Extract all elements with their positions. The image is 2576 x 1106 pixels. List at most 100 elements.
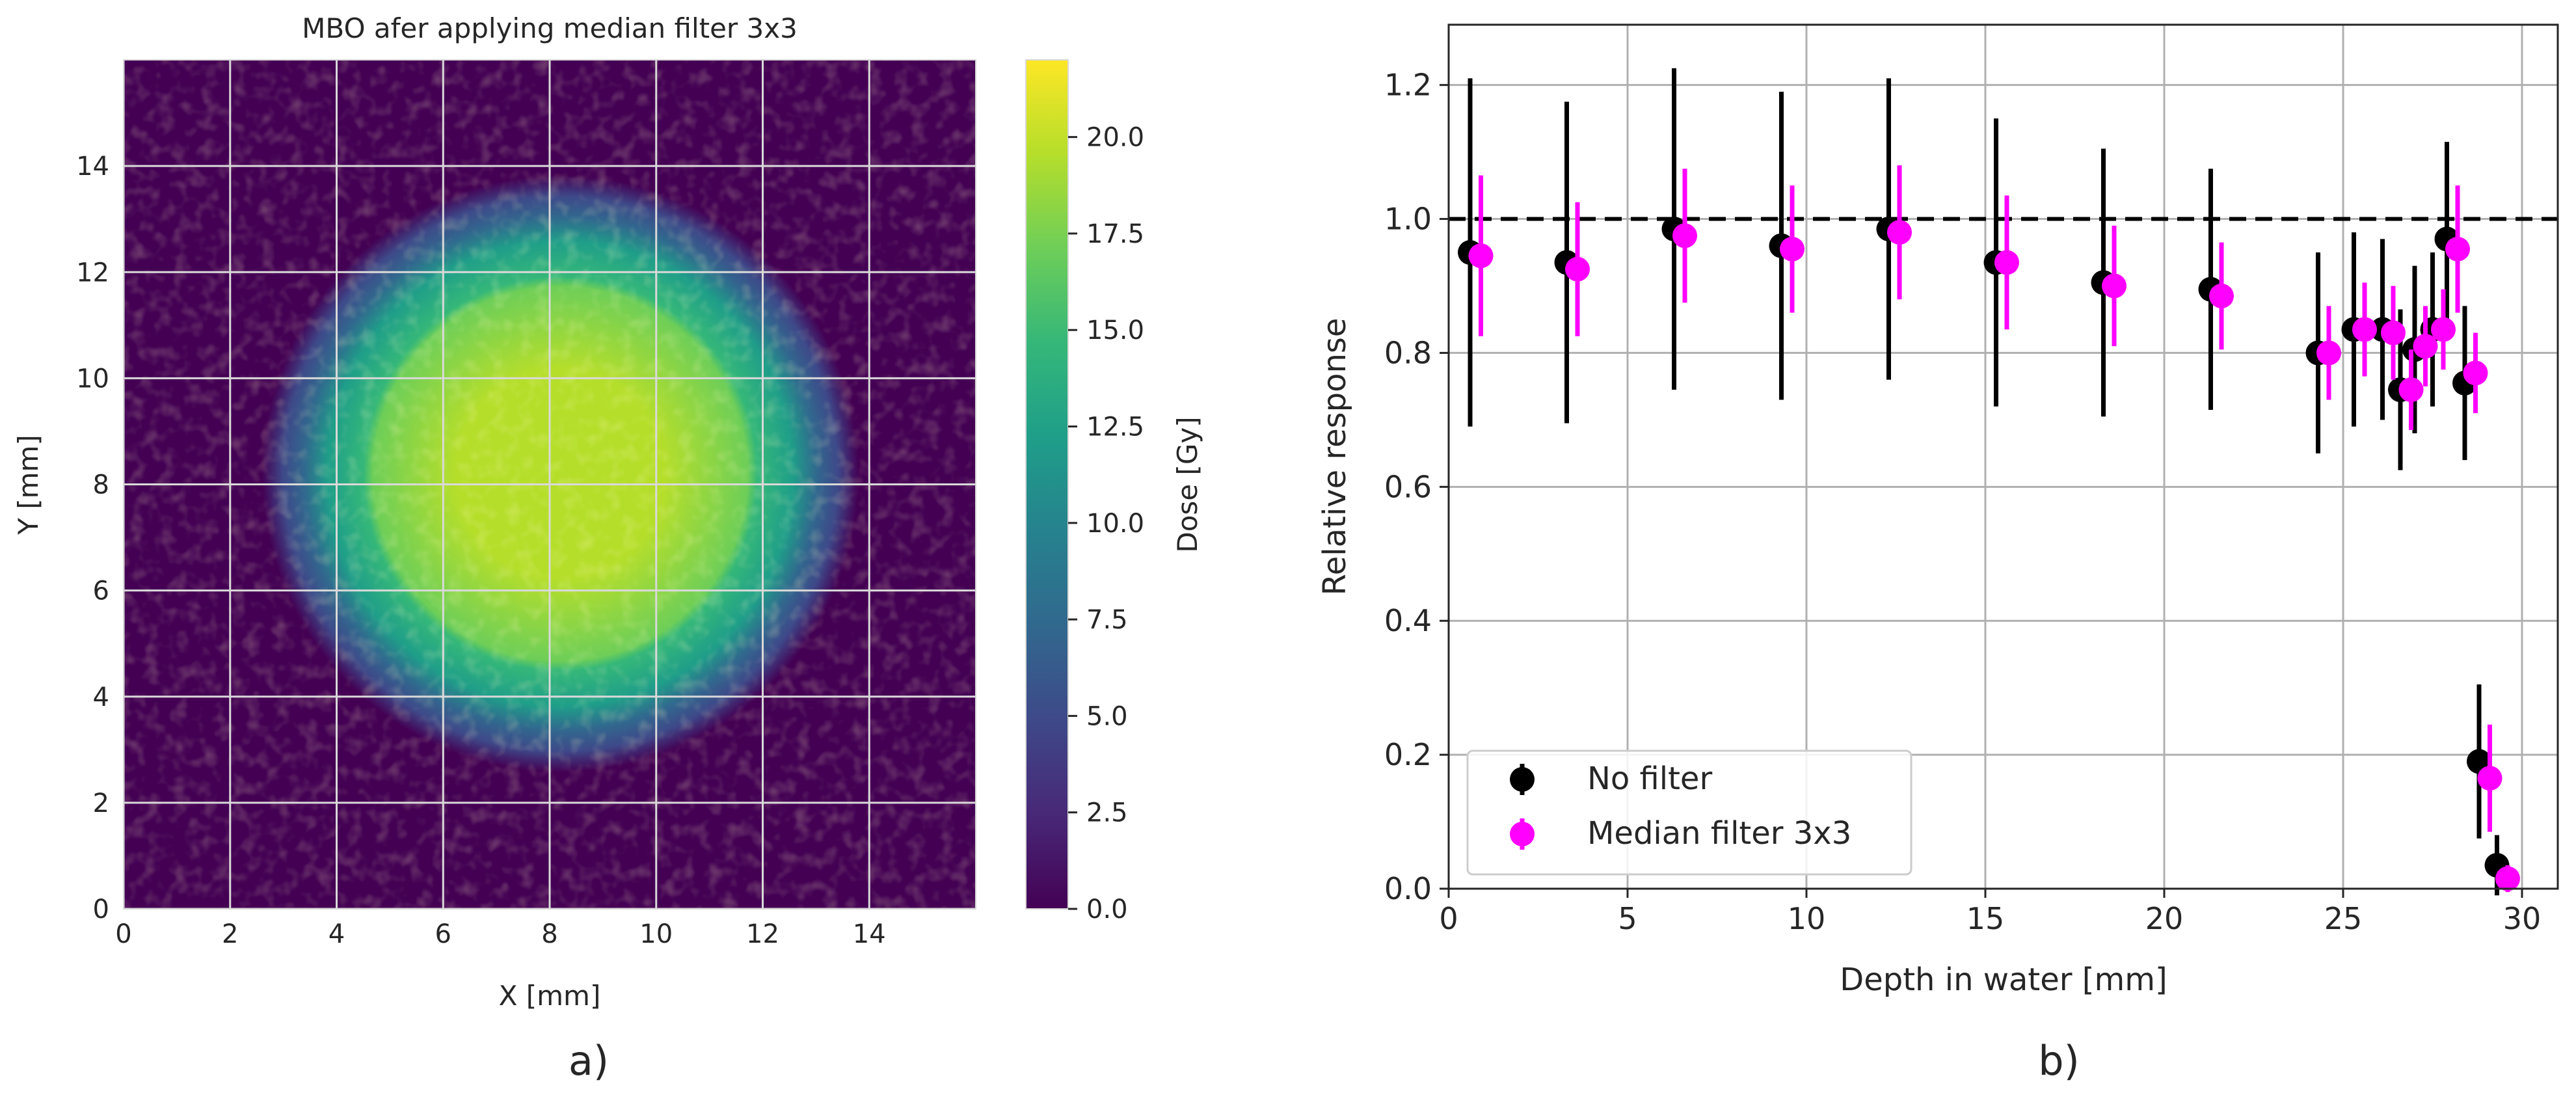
heatmap-y-tick-label: 10	[76, 364, 109, 394]
point-median-filter	[2495, 865, 2520, 893]
marker-median-filter	[1780, 236, 1805, 262]
heatmap-title: MBO afer applying median filter 3x3	[302, 12, 798, 44]
colorbar-label: Dose [Gy]	[1172, 416, 1203, 552]
marker-median-filter	[2463, 360, 2488, 386]
heatmap-x-ticks: 0 2 4 6 8 10 12 14	[115, 919, 885, 949]
scatter-x-tick-label: 30	[2503, 901, 2542, 936]
point-median-filter	[2477, 724, 2502, 832]
panel-a-heatmap: MBO afer applying median filter 3x3 0 2 4 6…	[12, 12, 1203, 1085]
point-median-filter	[2445, 185, 2470, 313]
legend-box	[1466, 749, 1912, 876]
scatter-x-tick-label: 20	[2145, 901, 2184, 936]
heatmap-y-tick-label: 0	[93, 895, 109, 924]
heatmap-y-tick-label: 6	[93, 576, 109, 606]
marker-median-filter	[1468, 243, 1494, 269]
heatmap-x-tick-label: 4	[329, 919, 345, 949]
point-median-filter	[2431, 289, 2456, 370]
point-median-filter	[2398, 349, 2424, 430]
point-median-filter	[2316, 306, 2341, 400]
scatter-x-label: Depth in water [mm]	[1840, 962, 2167, 998]
panel-b-scatter: 0 5 10 15 20 25 30 0.0 0.2 0.4 0.6 0.8 1.0 1.2 Depth…	[1317, 23, 2559, 1085]
point-median-filter	[1468, 175, 1494, 336]
scatter-y-tick-label: 0.2	[1384, 737, 1432, 772]
heatmap-x-tick-label: 0	[115, 919, 131, 949]
point-median-filter	[1994, 195, 2019, 330]
figure-label-b: b)	[2038, 1037, 2080, 1085]
scatter-y-tick-label: 1.2	[1384, 68, 1432, 103]
marker-median-filter	[2352, 317, 2377, 342]
point-median-filter	[2381, 286, 2406, 380]
marker-median-filter	[2495, 866, 2520, 891]
legend-marker-median-filter	[1510, 818, 1535, 850]
colorbar-gradient	[1026, 60, 1068, 909]
scatter-y-tick-label: 1.0	[1384, 202, 1432, 237]
marker-median-filter	[1565, 256, 1590, 282]
marker-median-filter	[1672, 223, 1697, 249]
heatmap-y-tick-label: 12	[76, 258, 109, 288]
colorbar-frame	[1025, 59, 1069, 910]
heatmap-x-tick-label: 8	[541, 919, 557, 949]
colorbar: 0.0 2.5 5.0 7.5 10.0 12.5 15.0 17.5 20.0 Dose [G…	[1025, 59, 1203, 924]
heatmap-x-tick-label: 12	[746, 919, 779, 949]
scatter-y-tick-label: 0.0	[1384, 871, 1432, 906]
heatmap-x-label: X [mm]	[499, 980, 601, 1012]
point-median-filter	[1565, 202, 1590, 336]
heatmap-frame	[123, 59, 976, 910]
heatmap-y-ticks: 0 2 4 6 8 10 12 14	[76, 152, 109, 924]
marker-median-filter	[2102, 273, 2127, 299]
heatmap-body	[124, 60, 976, 909]
heatmap-y-tick-label: 4	[93, 682, 109, 712]
scatter-y-tick-label: 0.4	[1384, 603, 1432, 638]
point-median-filter	[1672, 169, 1697, 303]
heatmap-y-tick-label: 8	[93, 470, 109, 500]
marker-median-filter	[2381, 320, 2406, 345]
legend: No filter Median filter 3x3	[1466, 749, 1912, 876]
colorbar-tick-label: 10.0	[1086, 509, 1144, 539]
colorbar-ticks: 0.0 2.5 5.0 7.5 10.0 12.5 15.0 17.5 20.0	[1068, 123, 1144, 924]
colorbar-tick-label: 0.0	[1086, 895, 1128, 924]
scatter-y-tick-label: 0.6	[1384, 469, 1432, 504]
legend-marker-no-filter	[1510, 764, 1535, 795]
marker-median-filter	[2431, 317, 2456, 342]
scatter-y-ticks: 0.0 0.2 0.4 0.6 0.8 1.0 1.2	[1384, 68, 1449, 906]
point-median-filter	[2413, 306, 2438, 386]
marker-median-filter	[2477, 766, 2502, 791]
colorbar-tick-label: 17.5	[1086, 219, 1144, 249]
heatmap-x-tick-label: 6	[435, 919, 451, 949]
point-median-filter	[1780, 185, 1805, 313]
point-median-filter	[2209, 242, 2234, 350]
marker-median-filter	[1887, 220, 1912, 245]
colorbar-tick-label: 20.0	[1086, 123, 1144, 153]
figure-label-a: a)	[569, 1037, 609, 1085]
point-median-filter	[2102, 225, 2127, 347]
point-median-filter	[2463, 332, 2488, 414]
colorbar-tick-label: 12.5	[1086, 412, 1144, 442]
marker-median-filter	[2209, 283, 2234, 308]
scatter-x-tick-label: 10	[1788, 901, 1826, 936]
scatter-x-tick-label: 5	[1618, 901, 1637, 936]
scatter-frame	[1447, 23, 2559, 890]
heatmap-x-tick-label: 2	[222, 919, 238, 949]
marker-median-filter	[2413, 334, 2438, 359]
heatmap-y-label: Y [mm]	[12, 435, 44, 535]
colorbar-tick-label: 15.0	[1086, 316, 1144, 345]
heatmap-gridlines	[124, 60, 976, 909]
legend-label-no-filter: No filter	[1587, 761, 1712, 797]
marker-median-filter	[2445, 236, 2470, 262]
scatter-x-ticks: 0 5 10 15 20 25 30	[1439, 889, 2541, 936]
colorbar-tick-label: 7.5	[1086, 605, 1128, 635]
heatmap-x-tick-label: 14	[853, 919, 886, 949]
marker-median-filter	[2398, 377, 2424, 403]
heatmap-y-tick-label: 2	[93, 789, 109, 818]
marker-median-filter	[2316, 340, 2341, 366]
heatmap-x-tick-label: 10	[639, 919, 673, 949]
scatter-y-tick-label: 0.8	[1384, 335, 1432, 370]
scatter-x-tick-label: 25	[2324, 901, 2363, 936]
scatter-x-tick-label: 0	[1439, 901, 1458, 936]
scatter-y-label: Relative response	[1317, 318, 1353, 596]
point-median-filter	[2352, 282, 2377, 377]
colorbar-tick-label: 2.5	[1086, 798, 1128, 828]
heatmap-y-tick-label: 14	[76, 152, 109, 182]
point-median-filter	[1887, 165, 1912, 300]
